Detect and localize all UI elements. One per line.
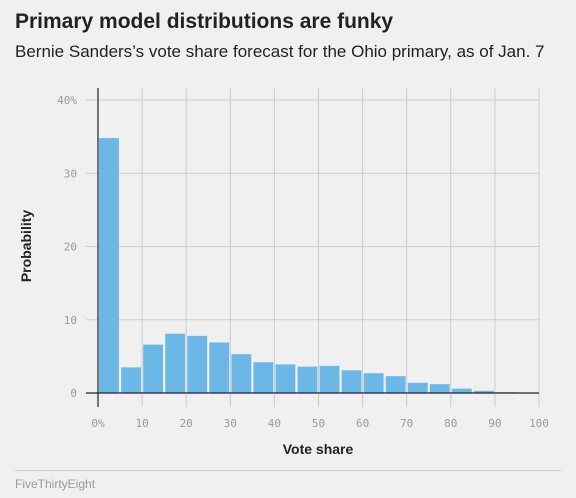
- histogram-bar: [297, 366, 318, 393]
- footer-divider: [15, 470, 561, 471]
- x-tick-label: 30: [224, 417, 237, 430]
- histogram-bar: [253, 362, 274, 393]
- x-tick-labels: 0% 10 20 30 40 50 60 70 80 90 100: [91, 417, 549, 430]
- y-tick-label: 0: [70, 387, 77, 400]
- histogram-bar: [231, 354, 252, 393]
- x-tick-label: 80: [444, 417, 457, 430]
- grid-lines: [86, 88, 540, 407]
- y-axis-title: Probability: [18, 210, 34, 283]
- histogram-bar: [363, 373, 384, 393]
- x-tick-label: 20: [180, 417, 193, 430]
- histogram-bar: [451, 388, 472, 393]
- x-tick-label: 50: [312, 417, 325, 430]
- x-tick-label: 10: [135, 417, 148, 430]
- axes: [86, 88, 539, 407]
- histogram-chart: 0 10 20 30 40% 0% 10 20 30 40 50 60 70 80 90 100 Vote …: [18, 88, 549, 457]
- histogram-bar: [275, 364, 296, 393]
- source-credit: FiveThirtyEight: [15, 477, 96, 491]
- histogram-bar: [165, 333, 186, 393]
- histogram-bar: [385, 376, 406, 393]
- histogram-bar: [473, 390, 494, 393]
- x-tick-label: 100: [529, 417, 549, 430]
- y-tick-label: 20: [64, 241, 77, 254]
- x-tick-label: 0%: [91, 417, 105, 430]
- histogram-bar: [121, 367, 141, 393]
- y-tick-labels: 0 10 20 30 40%: [57, 94, 77, 400]
- y-tick-label: 10: [64, 314, 77, 327]
- chart-title: Primary model distributions are funky: [15, 10, 394, 33]
- histogram-bar: [429, 384, 450, 393]
- chart-subtitle: Bernie Sanders’s vote share forecast for…: [15, 42, 545, 61]
- x-tick-label: 60: [356, 417, 369, 430]
- histogram-bars: [99, 138, 538, 393]
- y-tick-label: 40%: [57, 94, 77, 107]
- histogram-bar: [341, 370, 362, 393]
- y-tick-label: 30: [64, 167, 77, 180]
- x-tick-label: 70: [400, 417, 413, 430]
- histogram-bar: [209, 342, 230, 393]
- histogram-bar: [187, 335, 208, 393]
- x-axis-title: Vote share: [283, 441, 354, 457]
- histogram-bar: [143, 344, 164, 393]
- histogram-bar: [319, 365, 340, 393]
- x-tick-label: 40: [268, 417, 281, 430]
- histogram-bar: [99, 138, 119, 393]
- histogram-bar: [407, 382, 428, 393]
- x-tick-label: 90: [488, 417, 501, 430]
